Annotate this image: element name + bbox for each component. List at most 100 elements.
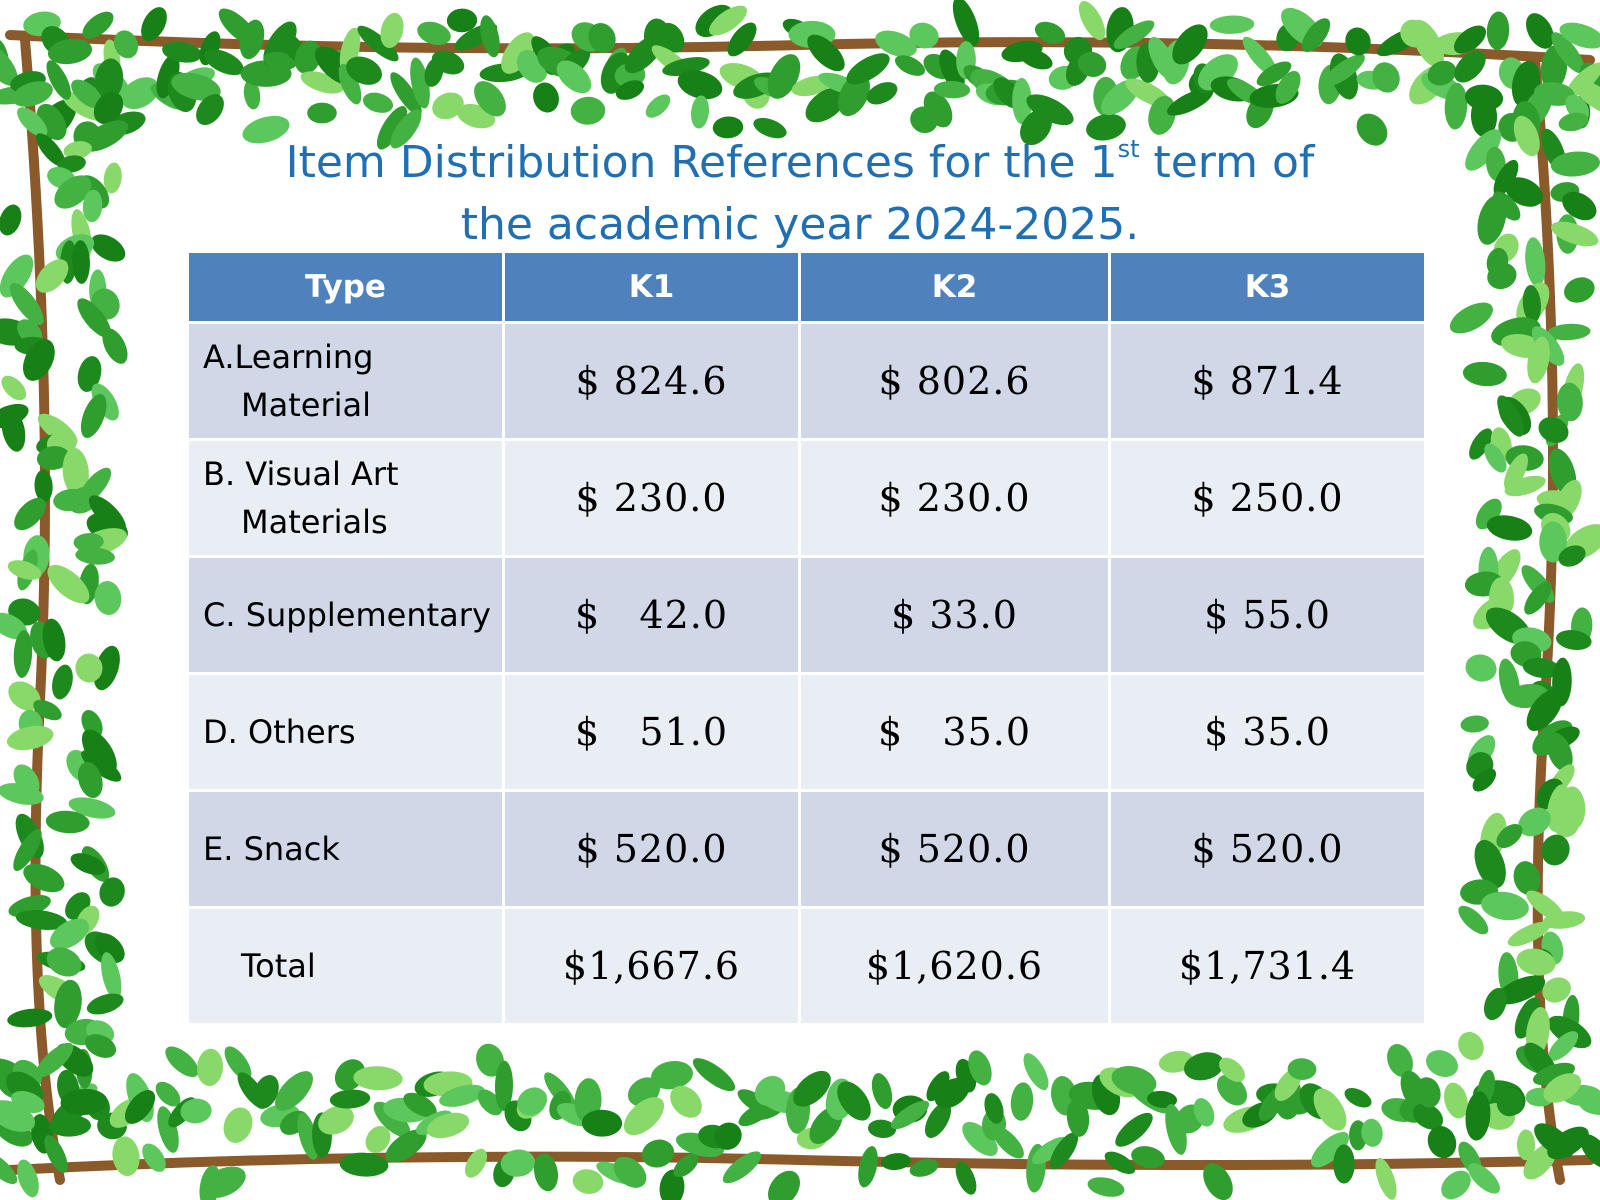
total-row: Total $1,667.6 $1,620.6 $1,731.4 xyxy=(186,906,1427,1026)
leaf-icon xyxy=(99,877,125,907)
leaf-icon xyxy=(1505,177,1543,207)
leaf-icon xyxy=(1513,861,1541,895)
leaf-icon xyxy=(1026,94,1074,126)
k2-value: $ 520.0 xyxy=(798,789,1111,909)
leaf-icon xyxy=(54,175,92,209)
leaf-icon xyxy=(94,580,122,616)
leaf-icon xyxy=(162,41,202,63)
leaf-icon xyxy=(1441,1170,1471,1200)
k2-value: $ 33.0 xyxy=(798,555,1111,675)
leaf-icon xyxy=(1522,657,1561,679)
leaf-icon xyxy=(13,829,42,871)
leaf-icon xyxy=(1,408,26,452)
leaf-icon xyxy=(1558,112,1589,132)
k2-value: $ 35.0 xyxy=(798,672,1111,792)
leaf-icon xyxy=(275,1071,313,1111)
leaf-icon xyxy=(86,993,124,1015)
leaf-icon xyxy=(80,394,107,438)
leaf-icon xyxy=(556,60,592,94)
k2-value: $ 802.6 xyxy=(798,321,1111,441)
leaf-icon xyxy=(1242,36,1278,77)
leaf-icon xyxy=(1462,361,1507,387)
leaf-icon xyxy=(1551,32,1585,74)
leaf-icon xyxy=(1113,20,1155,49)
type-cell: D. Others xyxy=(186,672,505,792)
leaf-icon xyxy=(426,1112,470,1139)
leaf-icon xyxy=(307,102,337,124)
leaf-icon xyxy=(1562,191,1597,221)
leaf-icon xyxy=(1453,25,1487,54)
leaf-icon xyxy=(52,664,73,700)
leaf-icon xyxy=(476,1043,504,1077)
leaf-icon xyxy=(1323,54,1365,87)
leaf-icon xyxy=(1483,987,1507,1021)
leaf-icon xyxy=(81,750,122,782)
leaf-icon xyxy=(894,55,926,76)
leaf-icon xyxy=(0,45,18,86)
leaf-icon xyxy=(768,1170,800,1200)
leaf-icon xyxy=(1023,1053,1049,1091)
table-row: E. Snack $ 520.0 $ 520.0 $ 520.0 xyxy=(186,789,1427,909)
leaf-icon xyxy=(867,1119,897,1139)
leaf-icon xyxy=(533,1153,559,1192)
leaf-icon xyxy=(1172,24,1208,65)
title-line-2: the academic year 2024-2025. xyxy=(460,199,1140,250)
leaf-icon xyxy=(165,1046,199,1078)
leaf-icon xyxy=(68,797,116,819)
k3-value: $ 250.0 xyxy=(1108,438,1427,558)
leaf-icon xyxy=(36,446,70,470)
leaf-icon xyxy=(1131,1146,1165,1169)
leaf-icon xyxy=(46,60,72,100)
leaf-icon xyxy=(1256,61,1292,87)
leaf-icon xyxy=(180,1098,212,1124)
leaf-icon xyxy=(1275,70,1301,104)
leaf-icon xyxy=(1078,1,1106,41)
leaf-icon xyxy=(1472,768,1497,792)
title-line-1: Item Distribution References for the 1st… xyxy=(285,135,1315,188)
leaf-icon xyxy=(1412,1103,1444,1130)
k3-value: $ 35.0 xyxy=(1108,672,1427,792)
header-k3: K3 xyxy=(1108,250,1427,324)
leaf-icon xyxy=(53,488,88,512)
leaf-icon xyxy=(380,12,404,48)
leaf-icon xyxy=(124,1089,156,1124)
leaf-icon xyxy=(962,1121,998,1156)
leaf-icon xyxy=(1,375,27,401)
leaf-icon xyxy=(77,761,103,799)
k3-total: $1,731.4 xyxy=(1108,906,1427,1026)
leaf-icon xyxy=(1356,113,1388,146)
leaf-icon xyxy=(1425,1050,1459,1077)
leaf-icon xyxy=(202,1166,246,1198)
leaf-icon xyxy=(318,1105,354,1135)
leaf-icon xyxy=(1087,1177,1125,1197)
leaf-icon xyxy=(1539,521,1567,563)
leaf-icon xyxy=(45,810,90,834)
leaf-icon xyxy=(968,1050,992,1086)
leaf-icon xyxy=(1344,1088,1372,1108)
leaf-icon xyxy=(926,1071,950,1102)
k3-value: $ 520.0 xyxy=(1108,789,1427,909)
leaf-icon xyxy=(1049,1132,1079,1170)
leaf-icon xyxy=(224,1046,252,1080)
leaf-icon xyxy=(1547,323,1591,341)
leaf-icon xyxy=(1465,129,1502,171)
leaf-icon xyxy=(1496,823,1523,849)
leaf-icon xyxy=(1465,654,1497,682)
type-cell: C. Supplementary xyxy=(186,555,505,675)
table-row: C. Supplementary $ 42.0 $ 33.0 $ 55.0 xyxy=(186,555,1427,675)
leaf-icon xyxy=(47,564,90,604)
leaf-icon xyxy=(1034,21,1066,44)
leaf-icon xyxy=(0,254,34,298)
leaf-icon xyxy=(1454,50,1486,83)
leaf-icon xyxy=(1516,1129,1536,1161)
k2-total: $1,620.6 xyxy=(798,906,1111,1026)
leaf-icon xyxy=(645,94,671,118)
leaf-icon xyxy=(417,21,451,46)
leaf-icon xyxy=(1514,997,1541,1039)
leaf-icon xyxy=(992,1126,1024,1159)
leaf-icon xyxy=(1444,82,1468,130)
leaf-icon xyxy=(35,259,69,293)
leaf-icon xyxy=(1527,336,1550,384)
leaf-icon xyxy=(93,645,120,691)
